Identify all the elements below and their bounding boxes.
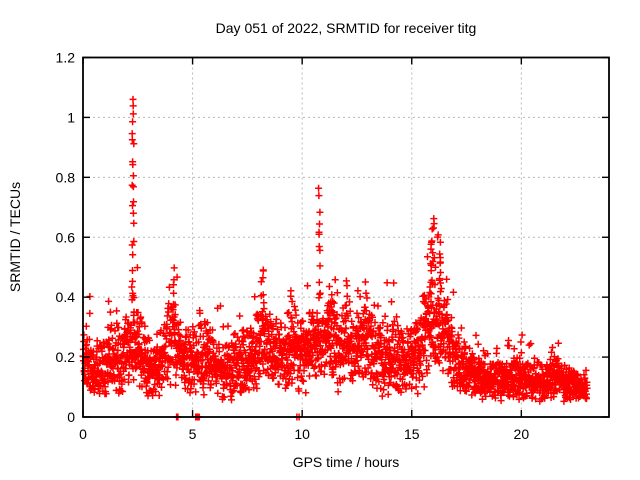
y-tick-label: 0: [67, 409, 75, 425]
x-tick-labels: 0 5 10 15 20: [79, 426, 529, 442]
y-tick-label: 1: [67, 109, 75, 125]
x-tick-label: 5: [189, 426, 197, 442]
x-tick-label: 15: [404, 426, 420, 442]
y-tick-label: 1.2: [56, 50, 76, 66]
y-tick-label: 0.8: [56, 169, 76, 185]
tick-marks: [82, 56, 609, 418]
x-tick-label: 0: [79, 426, 87, 442]
chart-title: Day 051 of 2022, SRMTID for receiver tit…: [216, 20, 477, 36]
x-axis-label: GPS time / hours: [293, 454, 400, 470]
y-tick-labels: 0 0.2 0.4 0.6 0.8 1 1.2: [56, 50, 76, 426]
y-tick-label: 0.2: [56, 349, 76, 365]
y-tick-label: 0.6: [56, 229, 76, 245]
x-tick-label: 20: [514, 426, 530, 442]
x-tick-label: 10: [294, 426, 310, 442]
y-tick-label: 0.4: [56, 289, 76, 305]
y-axis-label: SRMTID / TECUs: [7, 182, 23, 292]
